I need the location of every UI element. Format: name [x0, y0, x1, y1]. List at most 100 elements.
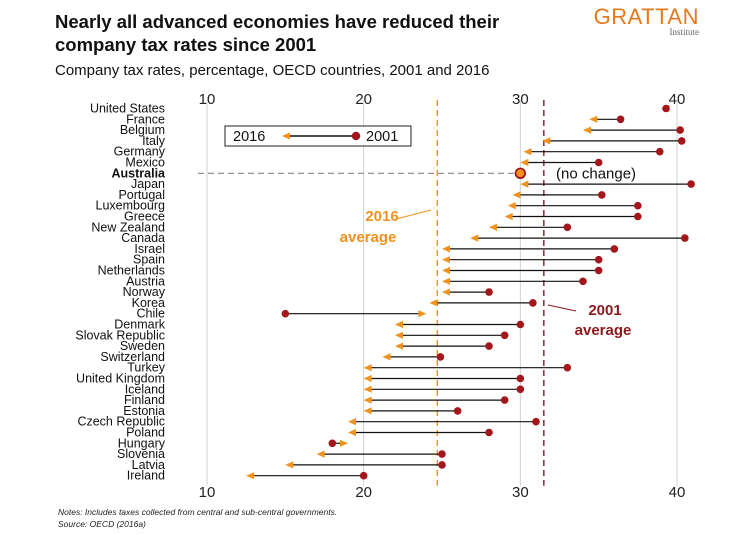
dot-2001	[500, 396, 509, 404]
dot-2001	[516, 374, 525, 383]
logo-subtext: Institute	[669, 27, 700, 37]
arrow-2016	[363, 396, 372, 404]
arrow-2016	[285, 461, 294, 469]
dot-2001	[598, 191, 606, 199]
dot-2001	[594, 158, 603, 167]
legend-label-2016: 2016	[233, 129, 265, 145]
dot-2001	[610, 245, 619, 253]
country-label: Italy	[142, 134, 166, 148]
country-label: Poland	[126, 426, 165, 440]
dot-2001	[655, 147, 664, 156]
arrow-2016	[348, 428, 356, 437]
country-label: Sweden	[120, 339, 165, 353]
arrow-2016	[442, 288, 450, 296]
avg-2016-label: average	[340, 229, 397, 246]
dot-2001	[681, 234, 689, 242]
dot-2001	[634, 212, 642, 221]
dot-2001	[677, 137, 686, 145]
dot-2001	[579, 277, 587, 286]
notes-text: Notes: Includes taxes collected from cen…	[58, 507, 338, 517]
dot-2001	[516, 320, 525, 329]
arrow-2016	[418, 310, 427, 318]
dot-2001	[594, 266, 603, 275]
country-label: France	[126, 112, 165, 126]
dot-2001	[438, 461, 446, 469]
x-tick-label-bottom: 10	[199, 484, 216, 501]
no-change-label: (no change)	[556, 165, 636, 182]
arrow-2016	[363, 364, 372, 372]
arrow-2016	[340, 439, 348, 447]
dot-2001	[594, 255, 603, 264]
arrow-2016	[363, 385, 372, 393]
legend-label-2001: 2001	[366, 129, 398, 145]
arrow-2016	[489, 223, 497, 231]
arrow-2016	[395, 331, 403, 339]
arrow-2016	[363, 407, 372, 415]
avg-2016-label: 2016	[365, 208, 398, 225]
dot-2001	[359, 471, 368, 480]
dot-2001	[529, 299, 537, 307]
arrow-2016	[246, 472, 255, 480]
avg-2001-label: average	[575, 322, 632, 339]
country-label: Norway	[123, 285, 166, 299]
arrow-2016	[507, 202, 516, 210]
country-label: Finland	[124, 393, 165, 407]
dot-2001	[532, 417, 540, 426]
arrow-2016	[512, 191, 521, 199]
dot-2001	[453, 407, 462, 415]
arrow-2016	[395, 342, 403, 350]
country-label: Belgium	[120, 123, 165, 137]
country-label: Switzerland	[100, 350, 165, 364]
dot-2001	[687, 180, 695, 188]
x-tick-label-top: 20	[355, 91, 372, 108]
avg-2016-pointer	[395, 209, 432, 220]
arrow-2016	[523, 148, 532, 156]
country-label: Luxembourg	[96, 199, 166, 213]
country-label: Germany	[114, 145, 166, 159]
dot-2001	[563, 363, 572, 372]
country-label: Canada	[121, 231, 165, 245]
source-text: Source: OECD (2016a)	[58, 519, 146, 529]
dot-2001	[436, 353, 445, 361]
country-label: Japan	[131, 177, 165, 191]
country-label: Austria	[126, 274, 165, 288]
country-label: Czech Republic	[77, 415, 165, 429]
arrow-2016	[520, 180, 529, 188]
dot-2001	[438, 450, 446, 458]
country-label: Greece	[124, 210, 165, 224]
x-tick-label-bottom: 30	[512, 484, 529, 501]
legend-arrow-2016	[282, 132, 290, 140]
arrow-2016	[589, 115, 598, 123]
country-label: Australia	[112, 166, 167, 180]
country-label: United States	[90, 102, 165, 116]
arrow-2016	[316, 450, 325, 458]
chart-subtitle: Company tax rates, percentage, OECD coun…	[55, 62, 490, 79]
x-tick-label-top: 10	[199, 91, 216, 108]
country-label: Ireland	[127, 469, 165, 483]
dot-2001	[634, 201, 642, 210]
arrow-2016	[442, 256, 450, 264]
arrow-2016	[442, 245, 450, 253]
arrow-2016	[348, 418, 356, 426]
country-label: Denmark	[114, 318, 165, 332]
arrow-2016	[470, 234, 479, 242]
country-label: Mexico	[125, 156, 165, 170]
chart-title: Nearly all advanced economies have reduc…	[55, 11, 500, 55]
arrow-2016	[442, 277, 450, 285]
arrow-2016	[382, 353, 391, 361]
country-label: Korea	[132, 296, 165, 310]
legend-dot-2001	[351, 131, 361, 141]
australia-point	[514, 167, 527, 180]
country-label: Iceland	[125, 382, 165, 396]
dot-2001	[500, 331, 509, 340]
arrow-2016	[542, 137, 551, 145]
country-label: Estonia	[123, 404, 165, 418]
x-tick-label-bottom: 40	[669, 484, 686, 501]
country-label: Hungary	[118, 436, 166, 450]
arrow-2016	[583, 126, 591, 134]
logo-wordmark: GRATTAN	[593, 4, 699, 29]
country-label: Chile	[137, 307, 166, 321]
arrow-2016	[442, 266, 450, 275]
arrow-2016	[520, 158, 529, 167]
